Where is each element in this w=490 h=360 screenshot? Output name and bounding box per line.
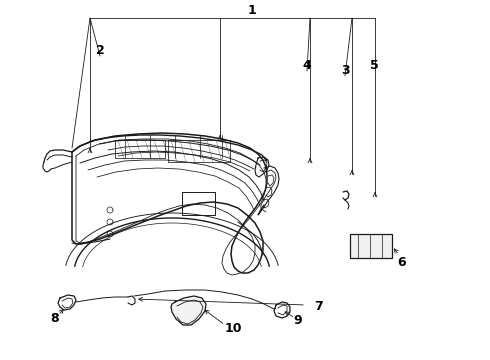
Text: 7: 7	[314, 300, 322, 312]
Text: 2: 2	[96, 44, 104, 57]
Text: 5: 5	[369, 59, 378, 72]
Text: 3: 3	[341, 63, 349, 77]
Text: 6: 6	[398, 256, 406, 269]
Polygon shape	[171, 296, 206, 325]
Text: 4: 4	[303, 59, 311, 72]
Bar	[350, 234, 392, 258]
Text: 9: 9	[294, 314, 302, 327]
Text: 10: 10	[224, 321, 242, 334]
Text: 8: 8	[50, 311, 59, 324]
Text: 1: 1	[247, 4, 256, 17]
